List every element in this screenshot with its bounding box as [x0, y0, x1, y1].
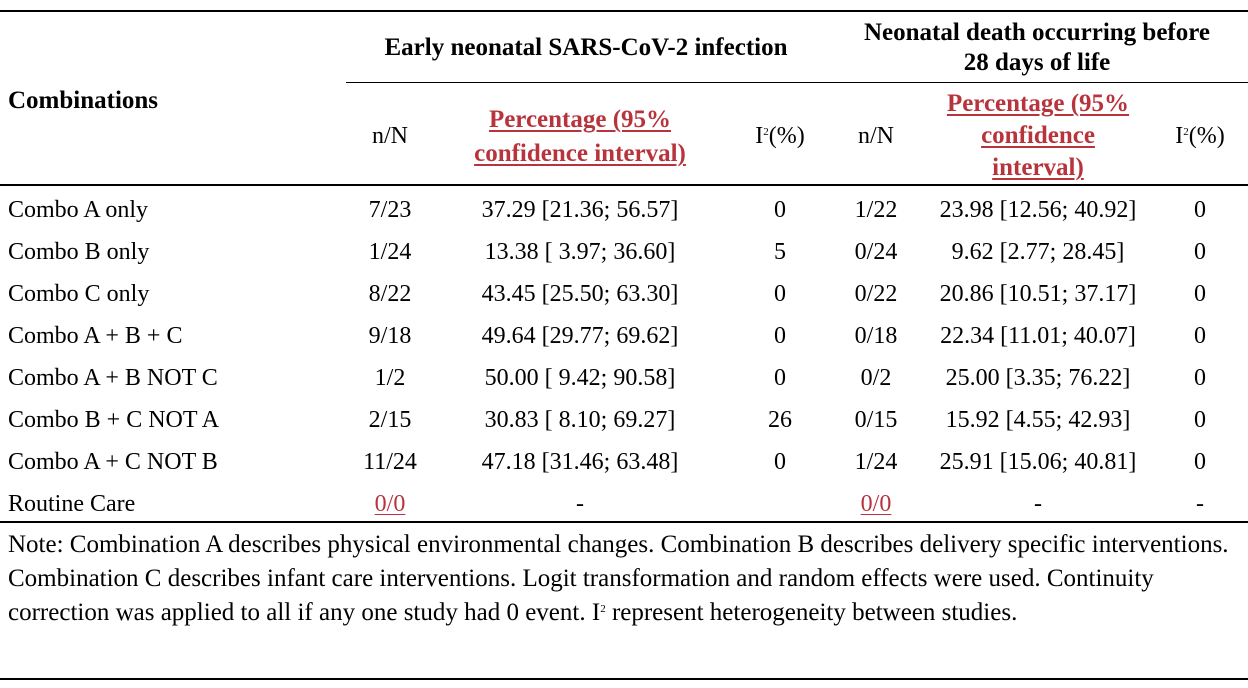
cell-i1: 0	[774, 323, 786, 349]
group-rule	[346, 82, 1248, 83]
cell-p2: 25.91 [15.06; 40.81]	[939, 449, 1137, 475]
cell-label: Combo B + C NOT A	[8, 407, 220, 433]
cell-i2: -	[1196, 491, 1204, 517]
cell-p2: 15.92 [4.55; 42.93]	[945, 407, 1131, 433]
table-note: Note: Combination A describes physical e…	[8, 531, 1229, 626]
cell-i1: 26	[768, 407, 792, 433]
cell-p1: 50.00 [ 9.42; 90.58]	[484, 365, 676, 391]
cell-label: Combo C only	[8, 281, 150, 307]
header-i2-1: I2(%)	[755, 123, 805, 149]
bottom-rule	[0, 678, 1248, 680]
cell-i2: 0	[1194, 449, 1206, 475]
cell-n1: 9/18	[368, 323, 412, 349]
header-rule	[0, 184, 1248, 186]
cell-n2: 1/22	[854, 197, 898, 223]
header-percentage-1: Percentage (95% confidence interval)	[440, 103, 720, 171]
top-rule	[0, 10, 1248, 12]
cell-n1: 7/23	[368, 197, 412, 223]
routine-care-count: 0/0	[860, 491, 892, 517]
cell-n1: 2/15	[368, 407, 412, 433]
cell-p2: 20.86 [10.51; 37.17]	[939, 281, 1137, 307]
cell-p2: 23.98 [12.56; 40.92]	[939, 197, 1137, 223]
header-percentage-2-line1: Percentage (95%	[946, 90, 1130, 117]
cell-p1: 47.18 [31.46; 63.48]	[481, 449, 679, 475]
routine-care-count: 0/0	[374, 491, 406, 517]
cell-n2: 0/0	[836, 489, 916, 519]
cell-i2: 0	[1194, 281, 1206, 307]
cell-p2: 9.62 [2.77; 28.45]	[951, 239, 1125, 265]
header-i2-2: I2(%)	[1175, 123, 1225, 149]
header-nN-2: n/N	[858, 123, 894, 149]
cell-p1: 30.83 [ 8.10; 69.27]	[484, 407, 676, 433]
cell-i1	[738, 489, 822, 519]
cell-label: Combo A only	[8, 197, 149, 223]
cell-p1: 37.29 [21.36; 56.57]	[481, 197, 679, 223]
header-percentage-2: Percentage (95% confidence interval)	[912, 88, 1164, 184]
header-nN-1: n/N	[372, 123, 408, 149]
cell-i2: 0	[1194, 197, 1206, 223]
cell-p1: 13.38 [ 3.97; 36.60]	[484, 239, 676, 265]
cell-n2: 1/24	[854, 449, 898, 475]
cell-n1: 8/22	[368, 281, 412, 307]
cell-p1: -	[576, 491, 584, 517]
cell-n1: 0/0	[350, 489, 430, 519]
header-group-death: Neonatal death occurring before 28 days …	[828, 18, 1246, 78]
cell-i2: 0	[1194, 323, 1206, 349]
header-group-infection: Early neonatal SARS-CoV-2 infection	[384, 34, 788, 61]
cell-n2: 0/24	[854, 239, 898, 265]
cell-n1: 1/2	[374, 365, 406, 391]
header-combinations: Combinations	[8, 87, 159, 114]
cell-label: Combo A + C NOT B	[8, 449, 218, 475]
cell-i2: 0	[1194, 365, 1206, 391]
cell-i2: 0	[1194, 407, 1206, 433]
cell-n2: 0/18	[854, 323, 898, 349]
header-percentage-1-line2: confidence interval)	[474, 140, 686, 167]
cell-p1: 43.45 [25.50; 63.30]	[481, 281, 679, 307]
header-percentage-2-line3: interval)	[992, 154, 1084, 181]
cell-n2: 0/22	[854, 281, 898, 307]
cell-p2: 25.00 [3.35; 76.22]	[945, 365, 1131, 391]
cell-label: Combo B only	[8, 239, 150, 265]
cell-n2: 0/15	[854, 407, 898, 433]
header-percentage-1-line1: Percentage (95%	[488, 106, 672, 133]
cell-n2: 0/2	[860, 365, 892, 391]
cell-i1: 0	[774, 449, 786, 475]
cell-label: Combo A + B + C	[8, 323, 183, 349]
header-group-death-line2: 28 days of life	[963, 49, 1111, 76]
body-end-rule	[0, 521, 1248, 523]
cell-label: Routine Care	[8, 491, 136, 517]
header-percentage-2-line2: confidence	[981, 122, 1095, 149]
header-group-death-line1: Neonatal death occurring before	[863, 19, 1210, 46]
cell-p2: 22.34 [11.01; 40.07]	[940, 323, 1136, 349]
cell-label: Combo A + B NOT C	[8, 365, 218, 391]
cell-n1: 11/24	[363, 449, 417, 475]
cell-i2: 0	[1194, 239, 1206, 265]
cell-i1: 5	[774, 239, 786, 265]
cell-i1: 0	[774, 365, 786, 391]
cell-i1: 0	[774, 281, 786, 307]
cell-p1: 49.64 [29.77; 69.62]	[481, 323, 679, 349]
cell-n1: 1/24	[368, 239, 412, 265]
cell-i1: 0	[774, 197, 786, 223]
cell-p2: -	[1034, 491, 1042, 517]
